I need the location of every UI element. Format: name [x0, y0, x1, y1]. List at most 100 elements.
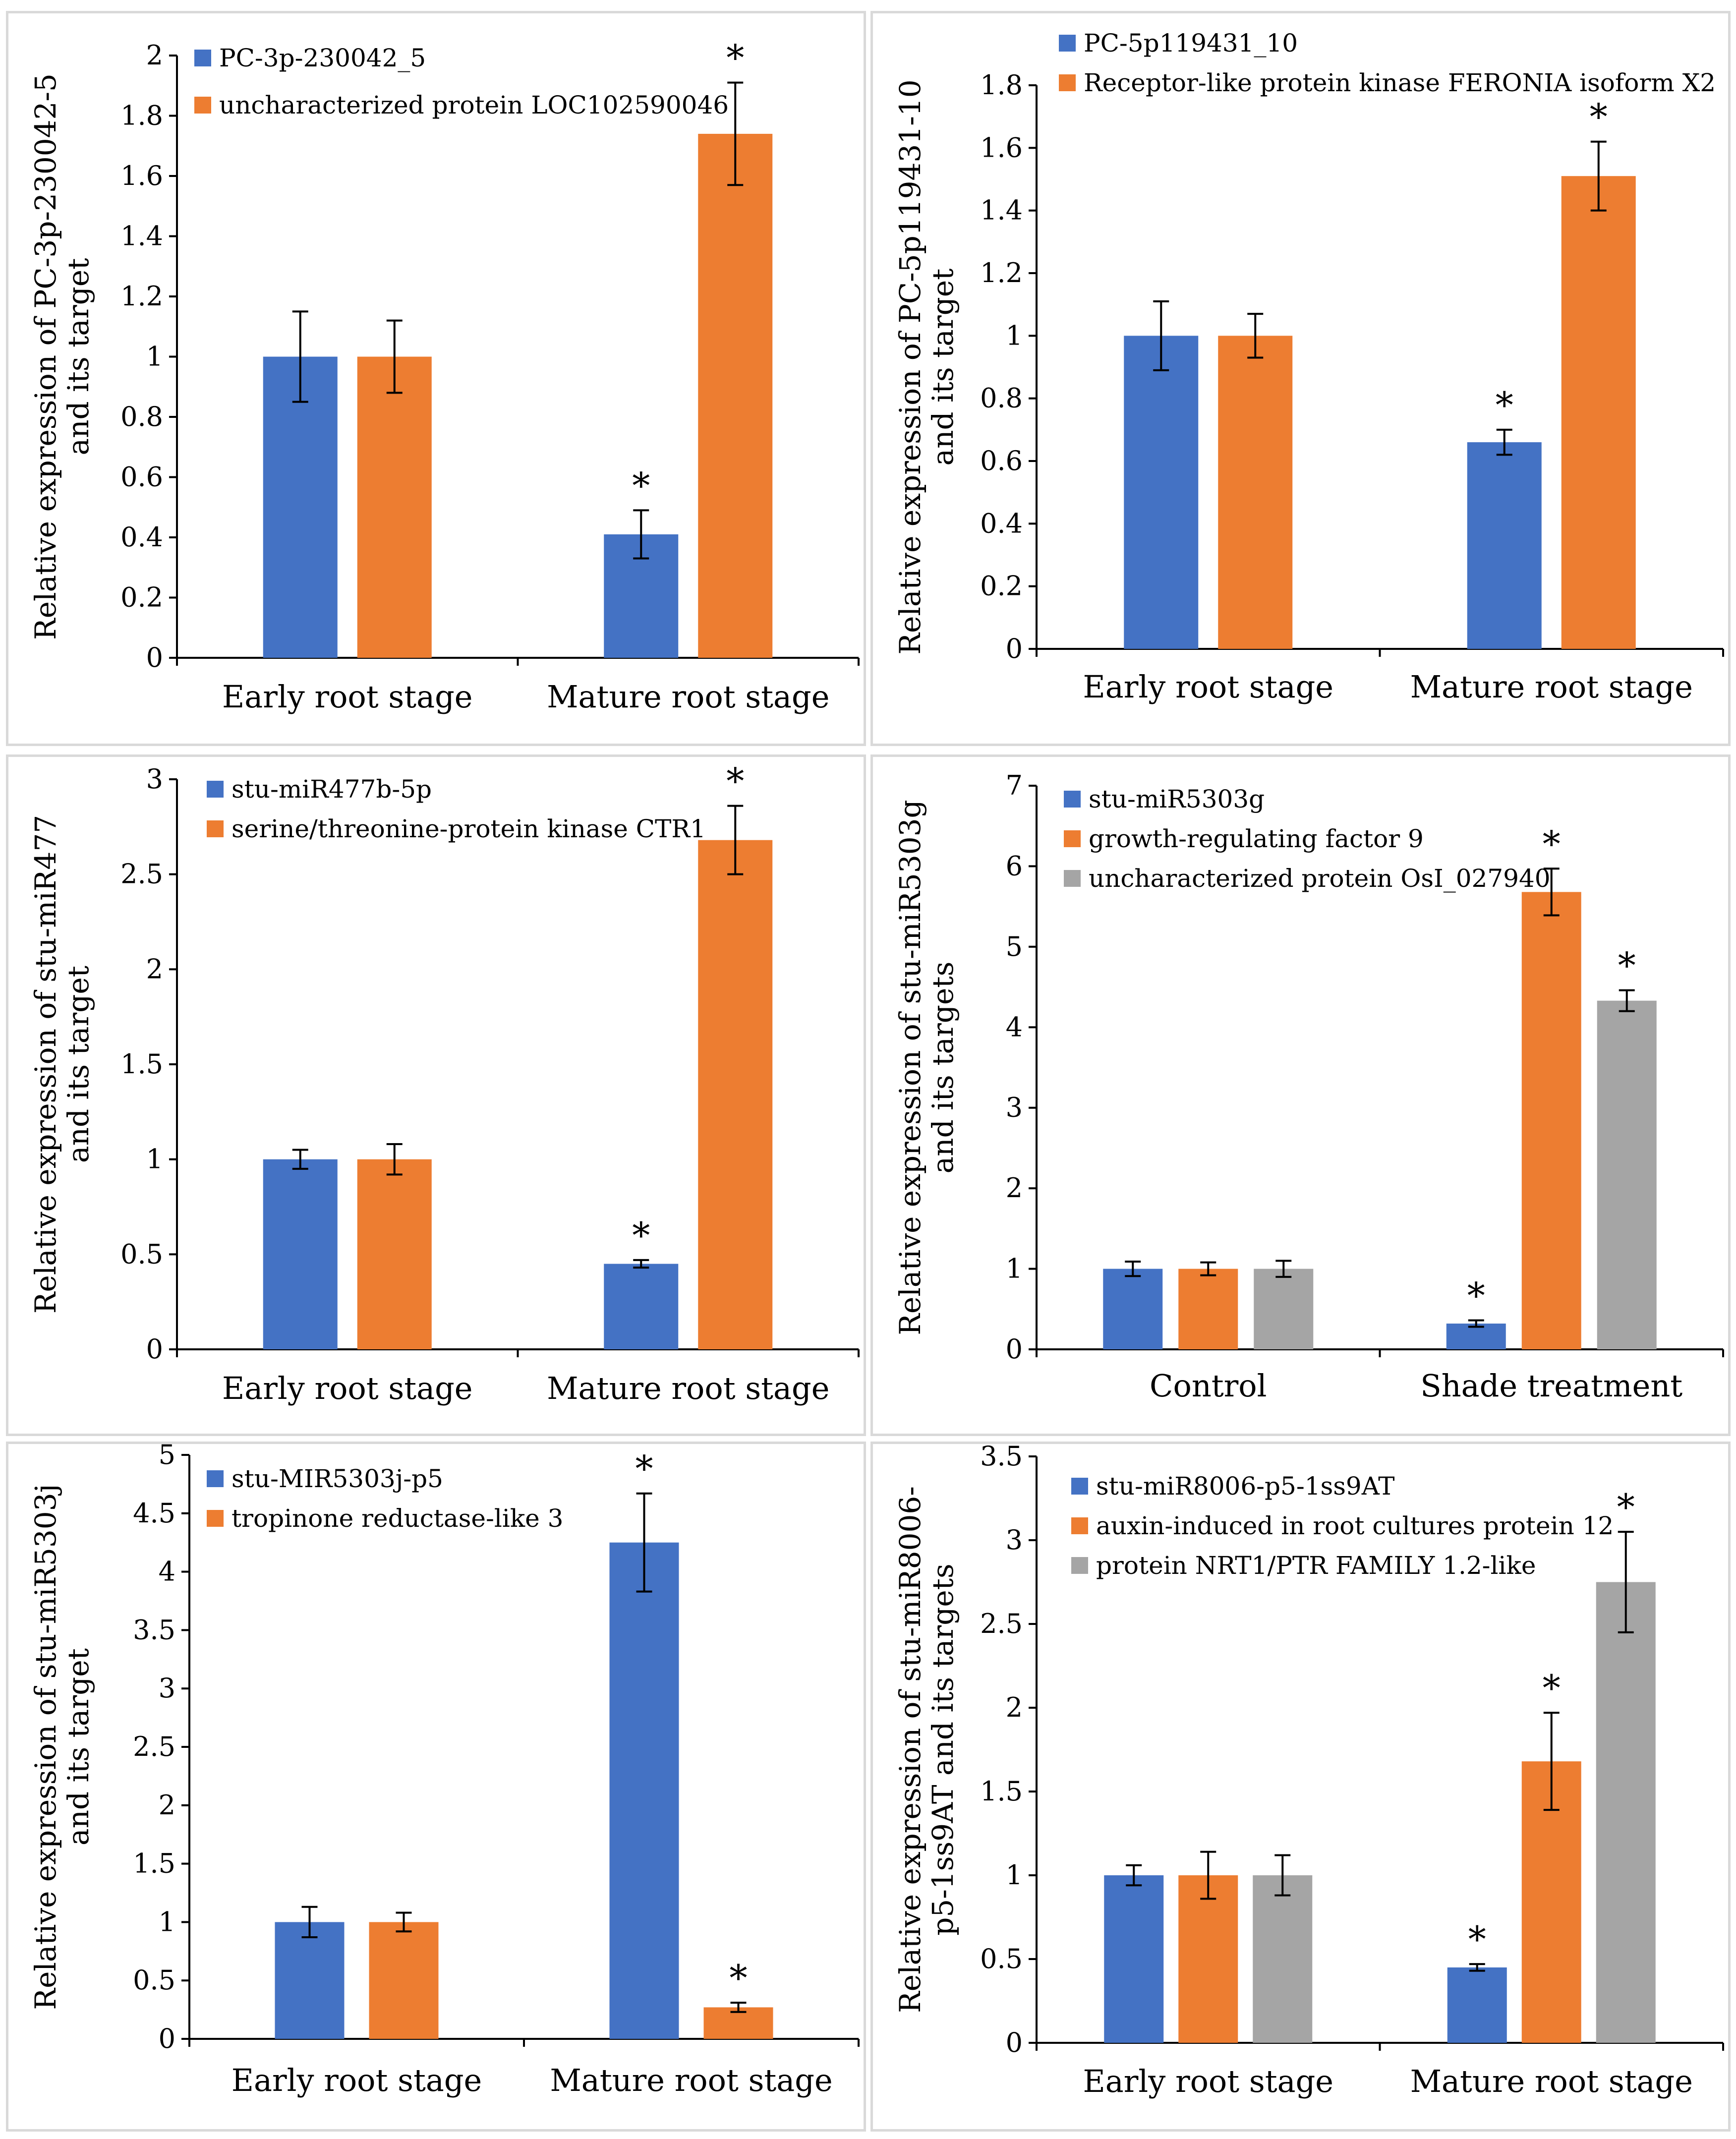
significance-star: *	[1468, 1918, 1486, 1960]
significance-star: *	[1543, 823, 1561, 865]
y-axis-label-line: and its targets	[926, 962, 960, 1174]
bar	[357, 356, 432, 658]
bar	[263, 1159, 338, 1349]
y-tick-label: 0	[1006, 2027, 1023, 2058]
significance-star: *	[1590, 96, 1608, 138]
legend-swatch	[194, 50, 211, 66]
legend-swatch	[1071, 1517, 1088, 1534]
y-tick-label: 0	[159, 2023, 175, 2054]
y-tick-label: 2	[1006, 1172, 1023, 1204]
chart-panel-1: 0 0.2 0.4 0.6 0.8 1 1.2 1.4 1.6 1.8 2 Early root st…	[6, 11, 866, 746]
legend-label: protein NRT1/PTR FAMILY 1.2-like	[1096, 1551, 1536, 1580]
y-tick-label: 0	[146, 642, 163, 673]
y-axis-label-line: and its target	[61, 966, 95, 1163]
bar	[1103, 1269, 1163, 1349]
y-axis-label: Relative expression of PC-5p119431-10and…	[893, 79, 960, 654]
x-category-label: Early root stage	[222, 679, 472, 715]
y-tick-label: 1.5	[120, 1048, 163, 1080]
y-tick-label: 0.4	[980, 508, 1023, 539]
y-axis-label-line: Relative expression of stu-miR477	[29, 815, 62, 1314]
legend-label: Receptor-like protein kinase FERONIA iso…	[1084, 68, 1716, 97]
y-tick-label: 5	[1006, 931, 1023, 962]
significance-star: *	[632, 1214, 650, 1256]
y-tick-label: 1	[146, 1144, 163, 1175]
y-tick-label: 4	[159, 1556, 175, 1587]
chart-panel-5: 0 0.5 1 1.5 2 2.5 3 3.5 4 4.5 5 Early root stage Mat…	[6, 1442, 866, 2132]
significance-star: *	[1617, 1486, 1635, 1528]
bar	[698, 840, 773, 1349]
y-tick-label: 1	[1006, 320, 1023, 351]
y-axis-label-line: Relative expression of PC-5p119431-10	[893, 79, 927, 654]
y-tick-label: 1.5	[980, 1776, 1023, 1807]
legend-swatch	[1064, 830, 1081, 847]
y-axis-label: Relative expression of PC-3p-230042-5and…	[29, 73, 95, 640]
x-category-label: Early root stage	[231, 2062, 482, 2098]
y-tick-label: 1.2	[980, 257, 1023, 289]
y-axis-label: Relative expression of stu-miR8006-p5-1s…	[893, 1486, 960, 2013]
bar	[1254, 1269, 1314, 1349]
chart-panel-3: 0 0.5 1 1.5 2 2.5 3 Early root stage Mature root…	[6, 754, 866, 1436]
legend-swatch	[207, 820, 224, 837]
y-tick-label: 4.5	[133, 1498, 175, 1529]
y-tick-label: 3	[1006, 1524, 1023, 1556]
bar	[1447, 1967, 1507, 2043]
chart-svg-2: 0 0.2 0.4 0.6 0.8 1 1.2 1.4 1.6 1.8 Early root sta…	[893, 29, 1724, 705]
y-tick-label: 1	[159, 1906, 175, 1937]
bar	[604, 1264, 679, 1349]
significance-star: *	[730, 1957, 748, 1999]
legend-label: stu-miR8006-p5-1ss9AT	[1096, 1472, 1394, 1501]
bar	[1178, 1269, 1238, 1349]
y-axis-label-line: Relative expression of PC-3p-230042-5	[29, 73, 62, 640]
y-tick-label: 2.5	[133, 1731, 175, 1762]
bar	[1253, 1875, 1313, 2043]
y-tick-label: 0.2	[980, 571, 1023, 602]
bar	[1178, 1875, 1238, 2043]
y-tick-label: 0.6	[120, 462, 163, 493]
significance-star: *	[1618, 945, 1636, 986]
bar	[1446, 1324, 1506, 1349]
chart-panel-6: 0 0.5 1 1.5 2 2.5 3 3.5 Early root stage Mature r…	[870, 1442, 1731, 2132]
y-tick-label: 2.5	[120, 859, 163, 890]
y-tick-label: 0.5	[980, 1943, 1023, 1974]
y-tick-label: 2	[146, 953, 163, 984]
y-axis-label-line: and its target	[61, 1648, 95, 1846]
bar	[1561, 176, 1636, 649]
y-tick-label: 1.8	[980, 69, 1023, 101]
legend-swatch	[207, 1470, 224, 1487]
bar	[698, 133, 773, 658]
y-tick-label: 0	[1006, 1333, 1023, 1365]
legend-label: auxin-induced in root cultures protein 1…	[1096, 1511, 1614, 1540]
legend-swatch	[1059, 74, 1076, 91]
y-tick-label: 1.5	[133, 1848, 175, 1879]
y-tick-label: 0.5	[120, 1238, 163, 1270]
legend-swatch	[207, 781, 224, 798]
y-tick-label: 3	[146, 763, 163, 795]
legend-label: growth-regulating factor 9	[1089, 824, 1424, 853]
legend-label: stu-miR477b-5p	[231, 775, 432, 804]
chart-svg-3: 0 0.5 1 1.5 2 2.5 3 Early root stage Mature root…	[29, 760, 860, 1406]
y-tick-label: 2	[1006, 1692, 1023, 1723]
x-category-label: Mature root stage	[1410, 2063, 1693, 2099]
legend-label: uncharacterized protein OsI_027940	[1089, 864, 1551, 893]
y-tick-label: 2	[146, 40, 163, 71]
y-tick-label: 0	[1006, 633, 1023, 664]
bar	[1467, 442, 1542, 649]
y-tick-label: 3	[1006, 1092, 1023, 1123]
significance-star: *	[1496, 384, 1513, 426]
x-category-label: Mature root stage	[550, 2062, 832, 2098]
y-tick-label: 1.6	[980, 132, 1023, 163]
y-axis-label-line: p5-1ss9AT and its targets	[926, 1563, 960, 1936]
legend-swatch	[1071, 1557, 1088, 1574]
bar	[1218, 336, 1293, 649]
significance-star: *	[726, 37, 744, 79]
bar	[1521, 892, 1581, 1349]
y-tick-label: 0	[146, 1333, 163, 1365]
significance-star: *	[1467, 1275, 1485, 1317]
bar	[357, 1159, 432, 1349]
x-category-label: Early root stage	[222, 1370, 472, 1406]
y-axis-label-line: and its target	[926, 269, 960, 466]
y-tick-label: 1.4	[120, 221, 163, 252]
y-tick-label: 4	[1006, 1011, 1023, 1042]
